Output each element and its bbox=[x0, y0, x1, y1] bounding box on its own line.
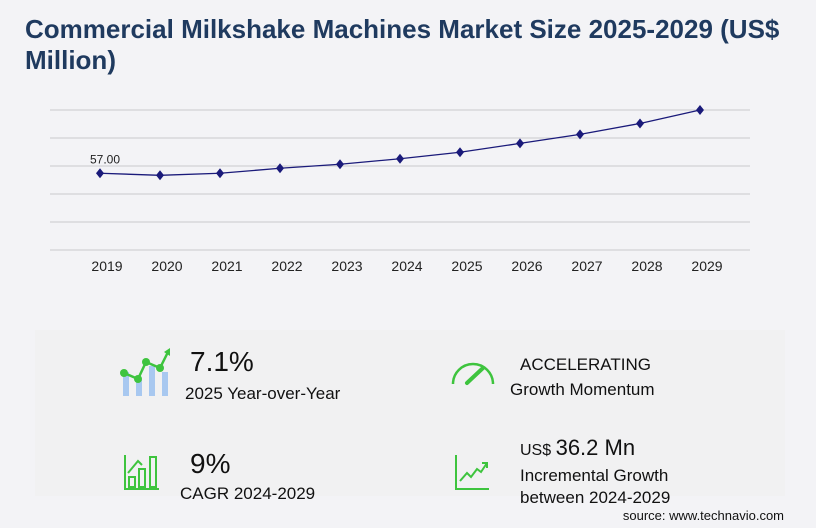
x-tick-label: 2020 bbox=[151, 258, 182, 274]
x-tick-label: 2025 bbox=[451, 258, 482, 274]
incremental-growth-value: US$ 36.2 Mn bbox=[520, 435, 635, 461]
data-point bbox=[576, 129, 584, 140]
data-point bbox=[276, 163, 284, 174]
series-line bbox=[99, 109, 701, 176]
source-text: source: www.technavio.com bbox=[622, 508, 784, 523]
cagr-value: 9% bbox=[190, 448, 231, 479]
incremental-amount: 36.2 Mn bbox=[555, 435, 636, 460]
cagr-label: CAGR 2024-2029 bbox=[180, 484, 316, 503]
line-chart: 2019 2020 2021 2022 2023 2024 2025 2026 2027 2028… bbox=[50, 105, 750, 274]
stats-panel bbox=[35, 330, 785, 496]
incremental-label-1: Incremental Growth bbox=[520, 466, 669, 485]
data-point bbox=[336, 159, 344, 170]
data-point bbox=[96, 168, 104, 179]
x-tick-label: 2029 bbox=[691, 258, 722, 274]
x-tick-label: 2024 bbox=[391, 258, 422, 274]
x-tick-label: 2026 bbox=[511, 258, 542, 274]
yoy-value: 7.1% bbox=[190, 346, 254, 377]
x-tick-label: 2027 bbox=[571, 258, 602, 274]
x-tick-label: 2028 bbox=[631, 258, 662, 274]
line-trend-icon bbox=[455, 455, 489, 490]
data-label: 57.00 bbox=[90, 152, 120, 166]
momentum-value: ACCELERATING bbox=[520, 355, 651, 374]
data-point bbox=[516, 138, 524, 149]
data-point bbox=[696, 105, 704, 115]
yoy-label: 2025 Year-over-Year bbox=[185, 384, 341, 403]
x-tick-label: 2023 bbox=[331, 258, 362, 274]
data-point bbox=[156, 170, 164, 181]
bar-chart-icon bbox=[124, 455, 159, 490]
incremental-label-2: between 2024-2029 bbox=[520, 488, 671, 507]
chart-title: Commercial Milkshake Machines Market Siz… bbox=[25, 14, 780, 75]
chart-growth-icon bbox=[120, 348, 170, 396]
data-point bbox=[636, 118, 644, 129]
data-point bbox=[396, 153, 404, 164]
x-tick-label: 2019 bbox=[91, 258, 122, 274]
data-point bbox=[216, 168, 224, 179]
x-tick-label: 2021 bbox=[211, 258, 242, 274]
momentum-label: Growth Momentum bbox=[510, 380, 655, 399]
speedometer-icon bbox=[451, 362, 495, 385]
data-point bbox=[456, 147, 464, 158]
x-tick-label: 2022 bbox=[271, 258, 302, 274]
currency-prefix: US$ bbox=[520, 442, 552, 459]
